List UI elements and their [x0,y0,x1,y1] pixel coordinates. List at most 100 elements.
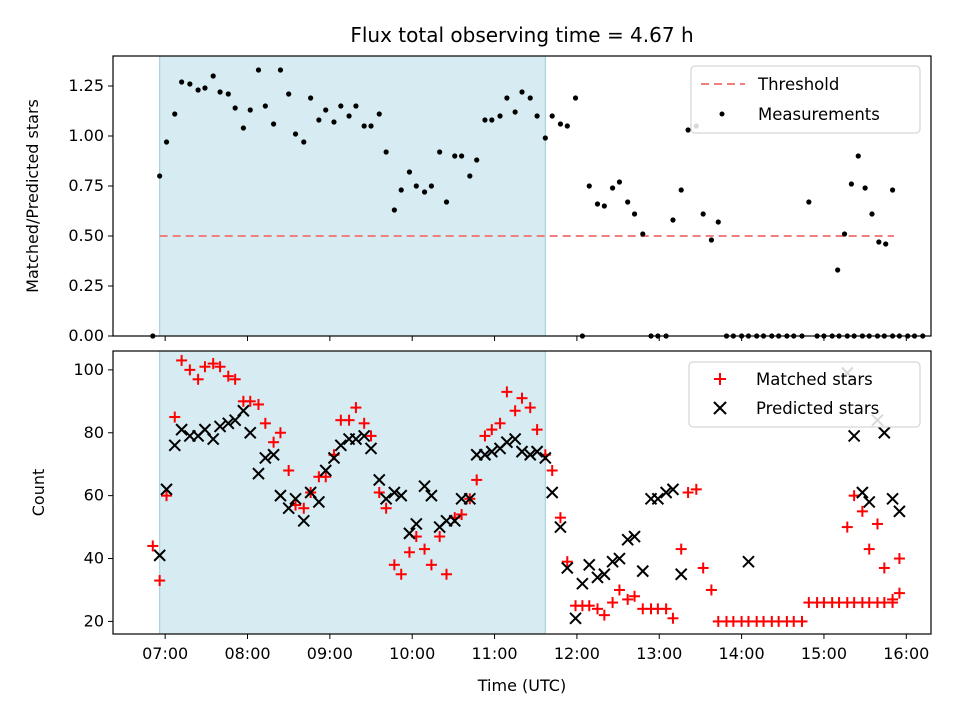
predicted-star-stroke-b [160,483,173,496]
predicted-star-stroke-b [613,552,626,565]
measurement-point [443,199,450,205]
measurement-point [437,149,443,155]
measurement-point [586,183,592,189]
measurement-point [519,89,525,95]
predicted-star-point [388,486,401,499]
predicted-star-stroke-b [259,451,272,465]
matched-star-point [388,559,400,571]
predicted-star-stroke-b [893,505,906,518]
bottom-panel: 20 40 60 80 100 07:00 08:00 09:00 10:00 11:00 12:… [29,350,932,695]
matched-star-point [690,483,702,495]
predicted-star-stroke-b [327,451,341,465]
predicted-star-stroke-b [742,555,755,568]
matched-star-point [192,373,204,385]
measurement-point [172,111,178,117]
predicted-star-stroke-b [425,489,438,502]
top-legend-box [690,65,921,134]
predicted-star-point [379,492,393,505]
top-y-tick-label: 1.25 [68,76,104,95]
predicted-star-point [478,448,492,461]
measurement-point [286,91,292,97]
matched-star-point [629,590,641,602]
measurement-point [413,183,419,189]
measurement-point [270,121,277,127]
matched-star-point [501,386,513,398]
matched-star-point [622,593,634,605]
predicted-star-point [666,483,680,496]
legend-predicted-swatch [713,401,727,415]
top-axes-frame [112,55,932,337]
matched-star-point [154,575,166,587]
matched-star-point [176,354,188,366]
measurement-point [292,131,299,137]
predicted-star-point [463,492,477,505]
matched-star-point [222,370,234,382]
measurement-point [262,103,268,109]
predicted-star-point [742,555,755,568]
matched-star-point [161,490,173,502]
matched-star-point [682,487,694,498]
x-axis-label: Time (UTC) [477,676,566,695]
predicted-star-stroke-b [448,514,461,528]
matched-star-point [878,562,890,574]
measurement-point [179,79,185,85]
matched-star-point [841,521,853,533]
top-y-tick-label: 1.00 [68,126,104,145]
measurement-point [512,109,518,115]
measurement-point [835,267,841,273]
predicted-star-point [222,417,235,430]
predicted-star-stroke-b [666,483,680,496]
predicted-star-point [675,568,688,581]
predicted-star-point [539,451,552,465]
measurement-point [391,207,397,213]
x-tick-label: 08:00 [224,644,270,663]
predicted-star-point [530,445,544,458]
measurement-point [549,113,555,119]
measurement-point [428,183,435,189]
matched-star-point [380,502,392,514]
measurement-point [187,81,193,87]
predicted-star-stroke-b [357,429,371,443]
predicted-star-point [267,448,280,461]
measurement-point [625,199,631,205]
measurement-point [572,95,579,101]
measurement-point [715,219,721,225]
measurement-point [217,89,223,95]
predicted-star-point [576,577,589,590]
matched-star-point [856,505,868,517]
x-tick-label: 12:00 [554,644,600,663]
measurement-point [323,107,329,113]
bottom-axes-frame [112,350,932,635]
predicted-star-point [856,486,869,499]
measurement-point [670,217,676,223]
matched-star-point [274,427,286,439]
predicted-star-stroke-b [628,530,641,543]
predicted-star-point [349,432,363,446]
matched-star-point [229,373,241,385]
predicted-star-stroke-b [395,489,408,502]
predicted-star-point [175,423,188,436]
predicted-star-stroke-b [659,486,673,499]
bottom-y-tick-label: 80 [84,423,104,442]
bottom-y-tick-label: 40 [84,549,104,568]
top-y-tick-label: 0.75 [68,176,104,195]
predicted-star-point [893,505,906,518]
matched-star-point [268,436,280,448]
matched-star-point [479,430,491,442]
predicted-star-point [515,445,529,458]
legend-predicted-label: Predicted stars [756,399,879,418]
predicted-star-point [206,432,220,446]
measurement-point [482,117,488,123]
top-y-ticks: 0.00 0.25 0.50 0.75 1.00 1.25 [68,76,113,345]
predicted-star-stroke-b [485,445,499,458]
legend-threshold-label: Threshold [757,75,839,94]
measurement-point [504,95,510,101]
x-tick-label: 16:00 [883,644,929,663]
predicted-star-stroke-b [388,486,401,499]
predicted-star-point [569,612,582,625]
predicted-star-point [213,420,227,433]
measurement-point [459,153,465,159]
measurement-point [855,153,861,159]
measurement-point [640,231,646,237]
